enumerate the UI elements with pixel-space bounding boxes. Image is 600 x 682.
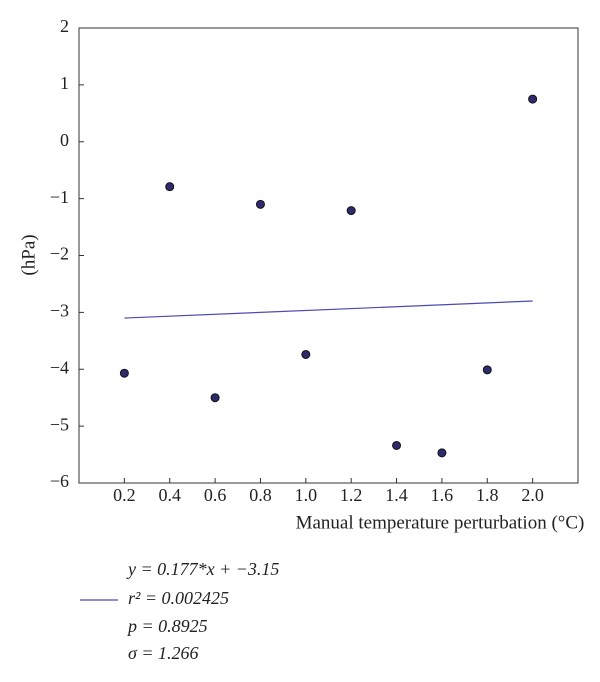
x-tick-label: 0.8 bbox=[249, 485, 272, 505]
x-tick-label: 1.6 bbox=[431, 485, 454, 505]
legend-text: y = 0.177*x + −3.15 bbox=[126, 559, 279, 579]
legend-text: p = 0.8925 bbox=[126, 616, 208, 636]
point bbox=[528, 94, 538, 104]
plot-frame bbox=[78, 27, 579, 484]
y-tick-label: −2 bbox=[50, 244, 69, 264]
x-tick-label: 1.8 bbox=[476, 485, 499, 505]
y-tick-label: 1 bbox=[60, 73, 69, 93]
legend-text: r² = 0.002425 bbox=[128, 588, 229, 608]
y-tick-label: −6 bbox=[50, 471, 69, 491]
y-tick-label: −4 bbox=[50, 357, 69, 377]
y-tick-label: −1 bbox=[50, 187, 69, 207]
y-tick-label: 2 bbox=[60, 16, 69, 36]
point bbox=[482, 365, 492, 375]
fit-line bbox=[124, 300, 533, 319]
point bbox=[392, 440, 402, 450]
point bbox=[119, 368, 129, 378]
point bbox=[346, 206, 356, 216]
y-tick-label: 0 bbox=[60, 130, 69, 150]
y-axis-label: (hPa) bbox=[18, 234, 39, 275]
point bbox=[255, 199, 265, 209]
x-tick-label: 1.4 bbox=[385, 485, 408, 505]
y-tick-label: −5 bbox=[50, 414, 69, 434]
point bbox=[165, 182, 175, 192]
x-tick-label: 0.2 bbox=[113, 485, 136, 505]
point bbox=[301, 349, 311, 359]
y-tick-label: −3 bbox=[50, 301, 69, 321]
point bbox=[437, 448, 447, 458]
x-tick-label: 1.2 bbox=[340, 485, 363, 505]
x-tick-label: 0.6 bbox=[204, 485, 227, 505]
x-axis-label: Manual temperature perturbation (°C) bbox=[296, 512, 585, 533]
point bbox=[210, 393, 220, 403]
legend-text: σ = 1.266 bbox=[128, 643, 199, 663]
x-tick-label: 0.4 bbox=[158, 485, 181, 505]
x-tick-label: 1.0 bbox=[295, 485, 318, 505]
x-tick-label: 2.0 bbox=[521, 485, 544, 505]
